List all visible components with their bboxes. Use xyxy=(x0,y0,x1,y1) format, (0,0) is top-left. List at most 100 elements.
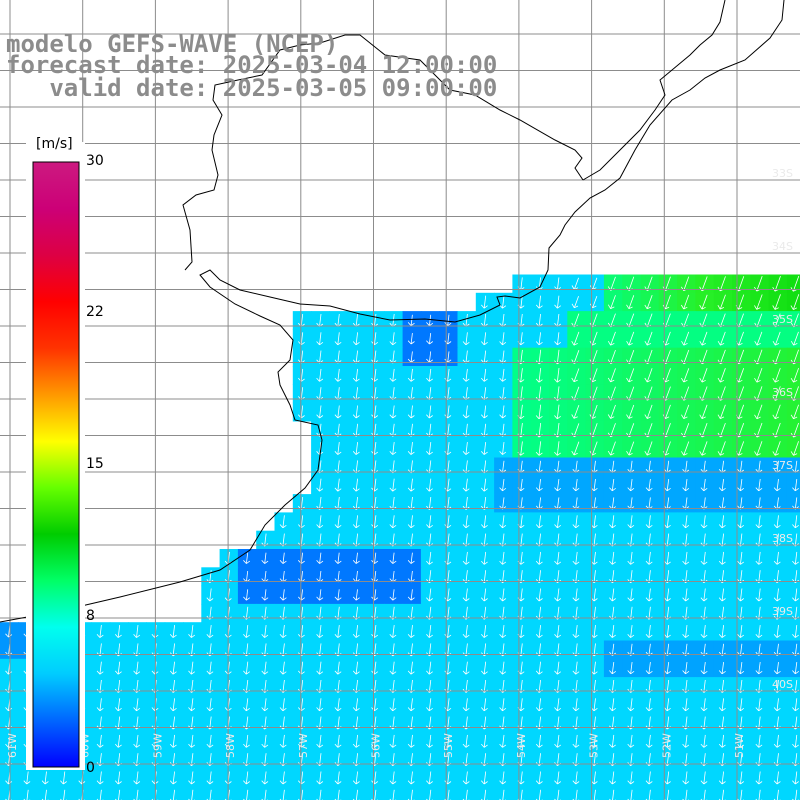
wind-arrow xyxy=(188,661,196,675)
wind-arrow xyxy=(407,625,415,638)
wind-arrow xyxy=(535,479,543,492)
wind-arrow xyxy=(755,479,763,492)
wind-arrow xyxy=(462,625,470,638)
wind-arrow xyxy=(462,771,470,785)
wind-arrow xyxy=(717,441,726,456)
wind-arrow xyxy=(480,734,488,748)
wind-arrow xyxy=(206,698,214,712)
wind-arrow xyxy=(316,405,324,419)
colorbar-tick-8: 8 xyxy=(86,608,95,624)
wind-cell xyxy=(786,512,800,532)
wind-arrow xyxy=(188,734,196,748)
wind-arrow xyxy=(554,295,562,309)
wind-arrow xyxy=(499,661,507,675)
wind-arrow xyxy=(407,333,415,345)
wind-arrow xyxy=(316,552,324,564)
wind-arrow xyxy=(755,515,763,529)
wind-cell xyxy=(786,292,800,312)
wind-arrow xyxy=(717,368,726,383)
colorbar-gradient xyxy=(32,161,80,768)
wind-cell xyxy=(786,494,800,513)
lon-label: 52W xyxy=(660,733,673,758)
wind-arrow xyxy=(699,441,708,456)
wind-arrow xyxy=(114,625,122,638)
wind-arrow xyxy=(554,441,561,456)
wind-arrow xyxy=(352,661,360,675)
wind-arrow xyxy=(334,368,342,382)
wind-arrow xyxy=(169,698,177,712)
wind-arrow xyxy=(60,771,67,785)
wind-arrow xyxy=(572,661,580,675)
wind-arrow xyxy=(426,661,433,675)
wind-arrow xyxy=(626,404,635,419)
wind-arrow xyxy=(114,771,122,785)
wind-arrow xyxy=(316,625,324,638)
wind-cell xyxy=(786,567,800,587)
wind-arrow xyxy=(480,478,488,492)
wind-arrow xyxy=(627,625,635,638)
wind-arrow xyxy=(389,771,397,785)
wind-arrow xyxy=(535,515,543,529)
wind-arrow xyxy=(609,588,616,602)
wind-arrow xyxy=(554,661,562,675)
graticule-labels: 61W60W59W58W57W56W55W54W53W52W51W50W49W3… xyxy=(6,167,793,758)
wind-arrow xyxy=(480,442,488,455)
wind-arrow xyxy=(535,441,543,456)
wind-arrow xyxy=(645,662,653,675)
wind-arrow xyxy=(462,661,470,675)
wind-arrow xyxy=(426,478,433,492)
wind-arrow xyxy=(114,734,122,748)
wind-arrow xyxy=(389,405,397,419)
wind-arrow xyxy=(96,734,104,748)
wind-arrow xyxy=(462,442,470,455)
wind-arrow xyxy=(426,625,433,638)
wind-arrow xyxy=(607,331,616,346)
wind-arrow xyxy=(499,368,507,382)
wind-arrow xyxy=(681,404,690,419)
wind-arrow xyxy=(682,734,690,748)
wind-arrow xyxy=(773,771,781,785)
wind-arrow xyxy=(279,625,287,638)
wind-arrow xyxy=(462,515,470,529)
wind-arrow xyxy=(682,771,690,785)
wind-arrow xyxy=(700,515,708,529)
wind-cell xyxy=(786,732,800,751)
wind-arrow xyxy=(535,771,543,785)
wind-arrow xyxy=(609,771,616,785)
wind-arrow xyxy=(554,625,562,638)
wind-arrow xyxy=(334,332,342,346)
wind-arrow xyxy=(554,734,562,748)
wind-arrow xyxy=(718,551,726,565)
wind-arrow xyxy=(243,625,250,638)
wind-arrow xyxy=(389,698,397,712)
wind-arrow xyxy=(462,405,470,419)
lon-label: 59W xyxy=(151,733,164,758)
wind-arrow xyxy=(792,734,799,748)
wind-arrow xyxy=(699,294,708,310)
wind-arrow xyxy=(352,698,360,712)
wind-arrow xyxy=(407,734,415,748)
wind-cell xyxy=(786,640,800,660)
wind-arrow xyxy=(462,588,470,602)
wind-arrow xyxy=(627,515,635,529)
lat-label: 40S xyxy=(772,678,793,691)
wind-arrow xyxy=(352,332,360,346)
wind-arrow xyxy=(645,734,653,748)
wind-arrow xyxy=(96,661,104,675)
wind-arrow xyxy=(607,441,616,456)
wind-arrow xyxy=(462,478,470,492)
coastline-line xyxy=(0,0,785,623)
northern-coast xyxy=(582,0,726,181)
wind-arrow xyxy=(572,625,580,638)
wind-arrow xyxy=(426,551,433,565)
wind-arrow xyxy=(96,698,104,712)
wind-cell xyxy=(786,585,800,605)
lat-label: 36S xyxy=(772,386,793,399)
wind-arrow xyxy=(718,588,726,602)
wind-arrow xyxy=(792,698,799,712)
wind-arrow xyxy=(206,661,214,675)
wind-arrow xyxy=(535,588,543,602)
wind-arrow xyxy=(243,589,251,601)
wind-arrow xyxy=(718,479,726,492)
